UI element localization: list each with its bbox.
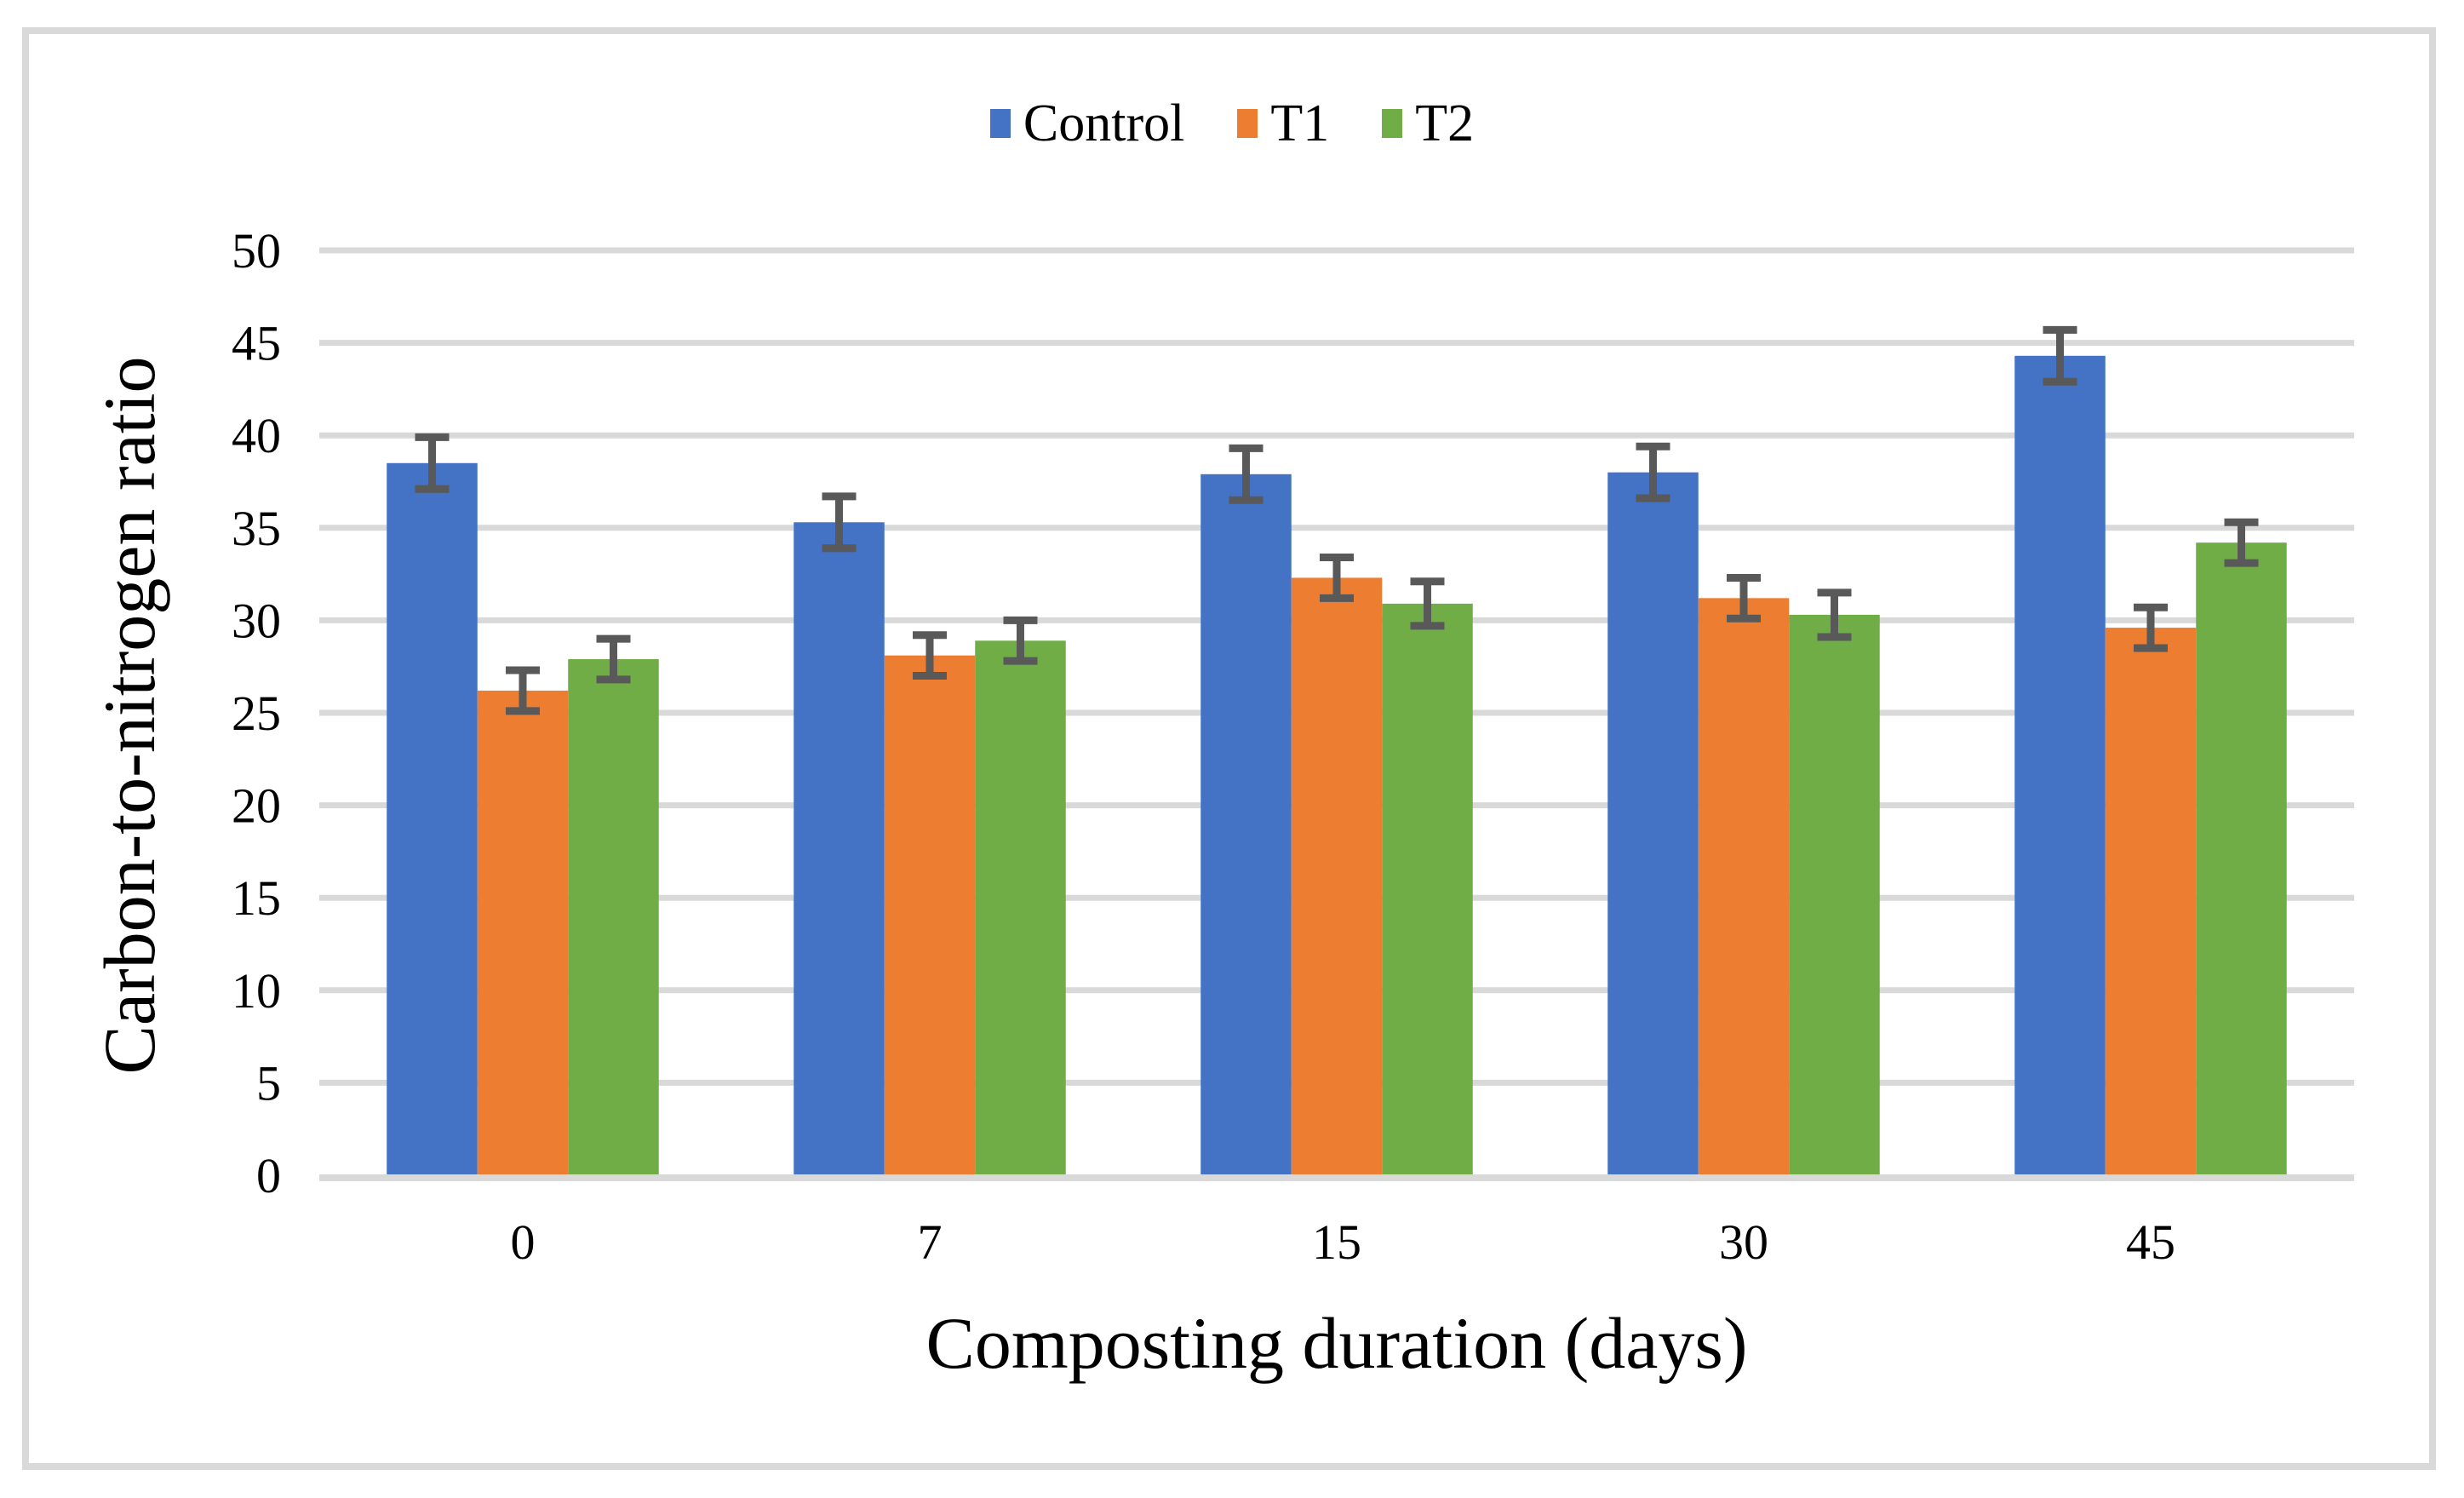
bar-t2-0 [568,659,659,1175]
bar-t2-7 [975,640,1066,1175]
y-tick-label-40: 40 [232,408,281,463]
bar-t1-45 [2105,628,2197,1175]
y-tick-label-10: 10 [232,963,281,1019]
x-axis-title: Composting duration (days) [925,1302,1748,1384]
legend-item-t2: T2 [1382,94,1474,153]
y-tick-label-35: 35 [232,501,281,556]
bar-t1-7 [884,655,976,1175]
legend-label-control: Control [1023,95,1185,152]
bar-t2-45 [2196,542,2287,1175]
bar-control-0 [387,462,478,1175]
chart-legend: Control T1 T2 [0,94,2464,153]
x-category-label-7: 7 [918,1214,943,1270]
x-category-label-15: 15 [1312,1214,1361,1270]
legend-swatch-t1 [1237,109,1258,138]
legend-label-t1: T1 [1270,95,1330,152]
x-category-label-0: 0 [511,1214,536,1270]
x-category-label-30: 30 [1719,1214,1768,1270]
bar-t1-30 [1698,598,1790,1175]
bar-control-7 [794,522,885,1175]
y-tick-label-50: 50 [232,223,281,278]
legend-swatch-t2 [1382,109,1403,138]
bar-control-15 [1200,474,1292,1175]
bar-t2-15 [1382,603,1473,1175]
x-category-label-45: 45 [2126,1214,2175,1270]
y-tick-label-0: 0 [256,1148,281,1203]
y-axis-title: Carbon-to-nitrogen ratio [89,356,170,1075]
y-tick-label-25: 25 [232,686,281,741]
y-tick-label-20: 20 [232,778,281,834]
bar-t2-30 [1789,614,1880,1175]
y-tick-label-30: 30 [232,593,281,648]
bar-t1-0 [477,690,569,1175]
bar-t1-15 [1291,577,1383,1175]
legend-swatch-control [989,109,1011,138]
legend-label-t2: T2 [1415,95,1475,152]
legend-item-t1: T1 [1237,94,1329,153]
legend-item-control: Control [989,94,1185,153]
y-tick-label-15: 15 [232,870,281,926]
bar-control-45 [2014,355,2106,1176]
y-tick-label-45: 45 [232,316,281,371]
y-tick-label-5: 5 [256,1055,281,1111]
figure-border [22,27,2436,1470]
bar-control-30 [1607,472,1699,1175]
